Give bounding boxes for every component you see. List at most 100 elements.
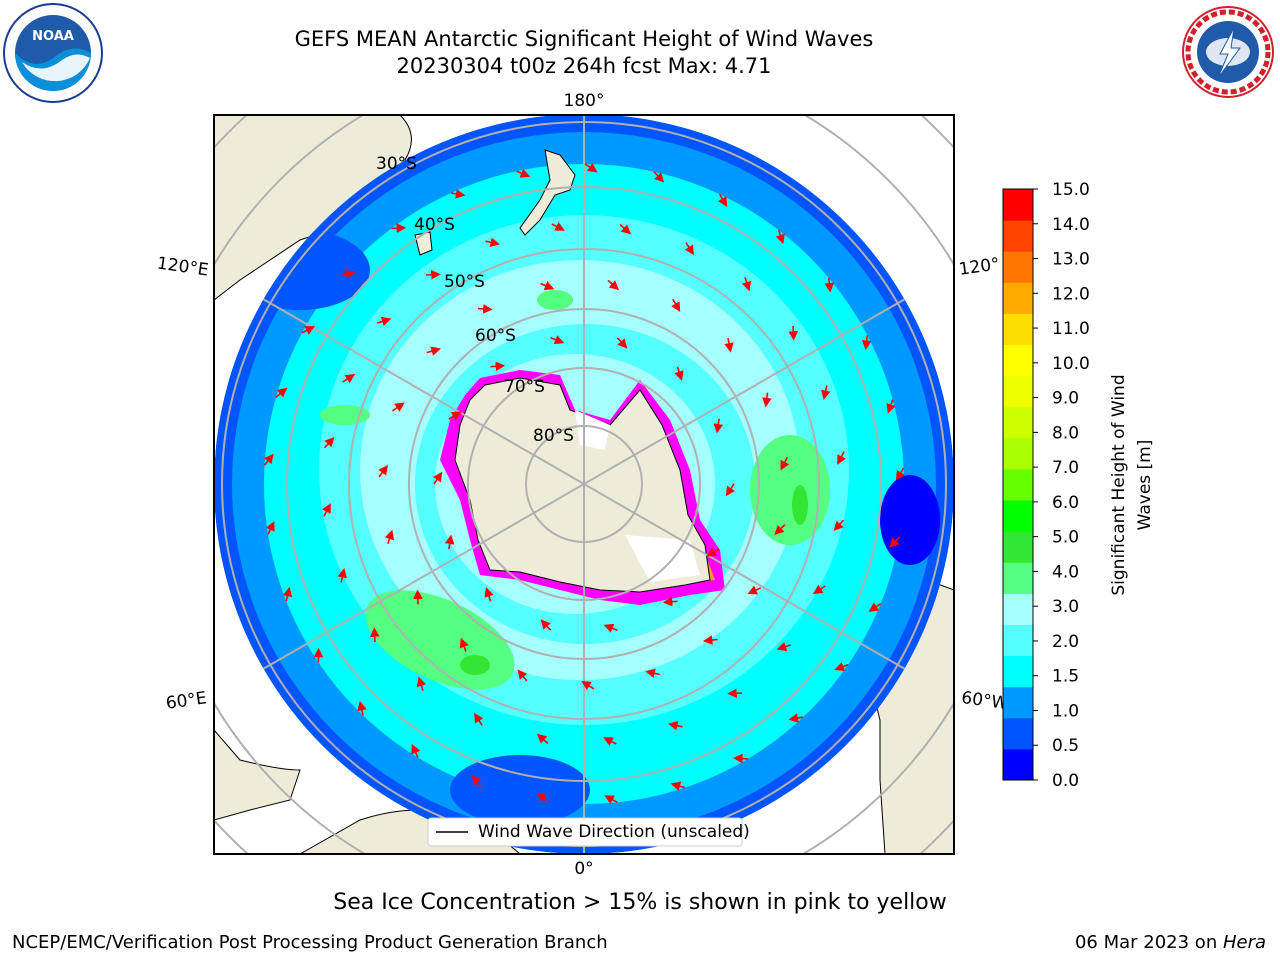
- colorbar-tick-label: 13.0: [1052, 250, 1090, 270]
- lat-label-60s: 60°S: [475, 326, 516, 346]
- wave-direction-arrow: [450, 189, 466, 199]
- wave-direction-arrow: [550, 335, 565, 345]
- wave-direction-arrow: [342, 374, 356, 384]
- lon-label-0: 0°: [574, 859, 593, 879]
- wave-direction-arrow: [540, 619, 552, 631]
- colorbar-label-line1: Significant Height of Wind: [1109, 374, 1129, 595]
- africa-landmass: [214, 729, 301, 821]
- chart-title: GEFS MEAN Antarctic Significant Height o…: [294, 27, 874, 51]
- wave-direction-arrow: [340, 269, 356, 280]
- wave-direction-arrow: [727, 688, 743, 699]
- new-zealand-landmass: [519, 149, 576, 236]
- wave-direction-arrow: [411, 744, 421, 758]
- lat-label-30s: 30°S: [376, 154, 417, 174]
- colorbar-tick-label: 11.0: [1052, 319, 1090, 339]
- wave-direction-arrow: [282, 586, 293, 602]
- wave-direction-arrow: [780, 456, 790, 471]
- wave-direction-arrow: [775, 229, 785, 245]
- lat-label-70s: 70°S: [504, 377, 545, 397]
- wave-direction-arrow: [762, 392, 772, 408]
- colorbar-tick-label: 1.5: [1052, 667, 1079, 687]
- colorbar-swatch: [1003, 562, 1033, 594]
- wave-direction-arrow: [645, 668, 660, 679]
- svg-text:NOAA: NOAA: [32, 29, 74, 44]
- wave-direction-arrow: [536, 733, 549, 745]
- wave-direction-arrow: [265, 521, 275, 535]
- map-legend: Wind Wave Direction (unscaled): [427, 817, 750, 847]
- wave-direction-arrow: [861, 335, 872, 350]
- wave-direction-arrow: [378, 464, 388, 478]
- wave-direction-arrow: [725, 483, 736, 497]
- wave-direction-arrow: [671, 298, 681, 313]
- colorbar-swatch: [1003, 344, 1033, 377]
- colorbar-tick-label: 6.0: [1052, 493, 1079, 513]
- wave-direction-arrow: [477, 304, 493, 314]
- wave-direction-arrow: [718, 193, 728, 207]
- colorbar-swatch: [1003, 406, 1033, 439]
- wave-direction-arrow: [788, 325, 799, 341]
- wave-direction-arrow: [616, 337, 628, 349]
- lat-label-80s: 80°S: [533, 426, 574, 446]
- colorbar-swatch: [1003, 189, 1033, 221]
- colorbar: 0.0 0.5 1.0 1.5 2.0 3.0 4.0 5.0 6.0 7.0 8.0 9.0 10.0…: [1002, 180, 1090, 791]
- colorbar-swatch: [1003, 748, 1033, 781]
- wave-direction-arrow: [536, 792, 549, 803]
- lon-label-60w: 60°W: [960, 688, 1009, 714]
- wave-direction-arrow: [540, 281, 555, 291]
- wave-direction-arrow: [668, 721, 683, 731]
- colorbar-tick-label: 14.0: [1052, 215, 1090, 235]
- wind-wave-arrows: [263, 163, 905, 805]
- colorbar-swatch: [1003, 375, 1033, 408]
- wave-direction-arrow: [432, 471, 443, 485]
- wave-direction-arrow: [323, 436, 335, 449]
- colorbar-swatch: [1003, 531, 1033, 563]
- wave-direction-arrow: [776, 641, 791, 652]
- lat-label-50s: 50°S: [444, 272, 485, 292]
- wave-direction-arrow: [584, 163, 598, 173]
- colorbar-swatch: [1003, 251, 1033, 283]
- wave-direction-arrow: [702, 635, 718, 645]
- wave-direction-arrow: [741, 277, 752, 292]
- lon-label-180: 180°: [564, 91, 605, 111]
- wave-direction-arrow: [774, 524, 786, 536]
- run-system: Hera: [1222, 932, 1266, 953]
- wave-direction-arrow: [653, 171, 665, 183]
- noaa-logo-icon: NOAA: [3, 3, 103, 103]
- map-frame: [213, 114, 955, 855]
- wave-direction-arrow: [490, 361, 506, 372]
- wave-direction-arrow: [416, 676, 427, 691]
- colorbar-tick-label: 12.0: [1052, 284, 1090, 304]
- wave-direction-arrow: [551, 222, 565, 231]
- colorbar-swatch: [1003, 624, 1033, 657]
- wave-direction-arrow: [662, 596, 678, 607]
- wave-direction-arrow: [821, 385, 831, 400]
- wave-direction-arrow: [788, 713, 804, 723]
- wave-direction-arrow: [301, 326, 316, 335]
- colorbar-swatch: [1003, 468, 1033, 501]
- wave-direction-arrow: [895, 467, 905, 481]
- colorbar-tick-label: 0.5: [1052, 736, 1079, 756]
- wave-direction-arrow: [474, 712, 484, 726]
- colorbar-swatch: [1003, 500, 1033, 532]
- wave-direction-arrow: [674, 366, 684, 381]
- wave-direction-arrow: [444, 534, 455, 550]
- colorbar-tick-label: 8.0: [1052, 423, 1079, 443]
- wave-direction-arrow: [837, 451, 846, 465]
- wave-direction-arrow: [263, 453, 274, 466]
- wave-direction-arrow: [706, 547, 720, 557]
- colorbar-tick-label: 3.0: [1052, 597, 1079, 617]
- wave-direction-arrow: [747, 585, 762, 595]
- colorbar-swatch: [1003, 655, 1033, 688]
- wave-direction-arrow: [448, 411, 462, 421]
- wave-direction-arrow: [834, 662, 849, 672]
- wave-direction-arrow: [459, 637, 469, 652]
- colorbar-swatch: [1003, 313, 1033, 346]
- run-date-credit: 06 Mar 2023 on Hera: [1075, 932, 1266, 953]
- wave-direction-arrow: [384, 529, 395, 545]
- colorbar-swatch: [1003, 282, 1033, 314]
- wave-direction-arrow: [357, 700, 367, 716]
- wave-direction-arrow: [392, 402, 405, 412]
- chart-subtitle: 20230304 t00z 264h fcst Max: 4.71: [396, 54, 772, 78]
- wave-direction-arrow: [377, 316, 392, 327]
- lon-label-120w: 120°: [958, 254, 1001, 280]
